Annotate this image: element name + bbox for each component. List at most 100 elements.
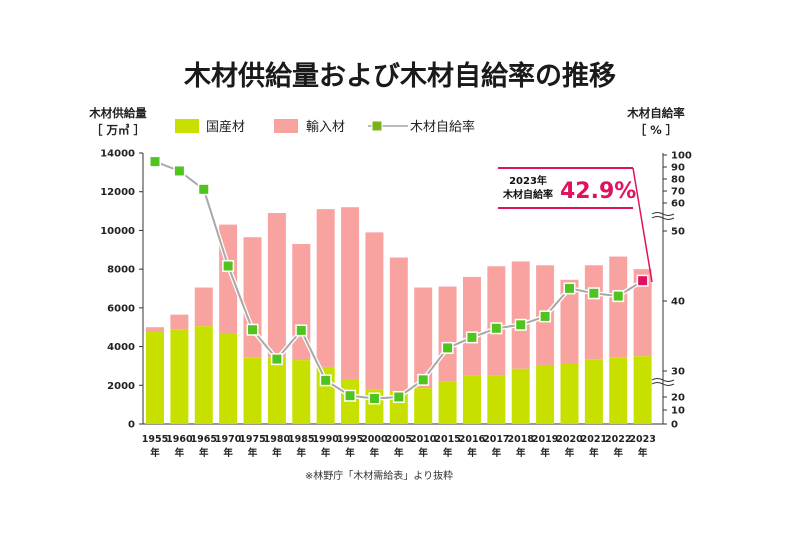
source-note: ※林野庁「木材需給表」より抜粋 <box>305 469 453 482</box>
rate-point-2020 <box>564 283 574 293</box>
bar-imported-1960 <box>170 314 189 330</box>
right-axis-unit: ［ % ］ <box>635 123 678 137</box>
left-tick-label: 10000 <box>100 226 135 237</box>
rate-point-1955 <box>150 157 160 167</box>
x-tick-year: 2015 <box>434 434 460 445</box>
bar-domestic-1980 <box>267 357 286 424</box>
rate-point-1985 <box>296 325 306 335</box>
callout-value: 42.9% <box>560 179 636 204</box>
legend: 国産材 輸入材 木材自給率 <box>175 119 475 135</box>
callout-year: 2023年 <box>509 174 547 187</box>
left-axis-unit: ［ 万㎥ ］ <box>91 123 145 137</box>
left-axis-ticks: 0 2000 4000 6000 8000 10000 12000 14000 <box>100 149 143 431</box>
bar-imported-2005 <box>389 257 408 392</box>
x-tick-year: 1995 <box>337 434 363 445</box>
x-tick-year: 2000 <box>361 434 388 445</box>
right-tick-label: 40 <box>671 297 685 308</box>
rate-point-2023 <box>638 276 648 286</box>
right-tick-label: 30 <box>671 367 685 378</box>
x-tick-suffix: 年 <box>370 447 380 459</box>
bars <box>146 207 652 424</box>
right-tick-label: 100 <box>671 151 692 162</box>
x-tick-year: 2020 <box>556 434 583 445</box>
x-tick-year: 2017 <box>483 434 509 445</box>
bar-imported-2010 <box>414 287 433 389</box>
rate-point-1990 <box>321 375 331 385</box>
x-tick-suffix: 年 <box>297 447 307 459</box>
rate-point-2022 <box>613 291 623 301</box>
left-tick-label: 0 <box>128 420 135 431</box>
bar-imported-1995 <box>341 207 360 380</box>
x-tick-suffix: 年 <box>223 447 233 459</box>
right-axis-title: 木材自給率 <box>626 106 685 120</box>
x-tick-suffix: 年 <box>516 447 526 459</box>
x-tick-year: 1980 <box>264 434 291 445</box>
x-tick-suffix: 年 <box>150 447 160 459</box>
bar-domestic-1965 <box>194 326 213 424</box>
rate-point-1980 <box>272 354 282 364</box>
rate-point-1960 <box>174 166 184 176</box>
x-tick-year: 1965 <box>191 434 217 445</box>
bar-domestic-2021 <box>584 359 603 424</box>
x-tick-year: 1975 <box>239 434 265 445</box>
rate-point-2017 <box>491 323 501 333</box>
right-tick-label: 10 <box>671 406 685 417</box>
x-tick-year: 2021 <box>581 434 607 445</box>
x-tick-suffix: 年 <box>589 447 599 459</box>
bar-domestic-2022 <box>609 357 628 424</box>
self-sufficiency-line <box>149 155 649 405</box>
chart-title: 木材供給量および木材自給率の推移 <box>183 60 616 92</box>
legend-label-rate: 木材自給率 <box>410 119 475 135</box>
x-tick-suffix: 年 <box>175 447 185 459</box>
bar-domestic-1995 <box>341 379 360 424</box>
x-axis-ticks: 1955 年 1960 年 1965 年 1970 年 1975 年 1980 年 1985 年 1990 年… <box>142 434 656 459</box>
bar-domestic-2010 <box>414 388 433 424</box>
bar-imported-2020 <box>560 279 579 364</box>
bar-domestic-2016 <box>462 375 481 424</box>
left-tick-label: 8000 <box>107 265 135 276</box>
bar-imported-1980 <box>267 213 286 358</box>
axis-break-marks <box>651 212 675 386</box>
rate-point-2018 <box>516 320 526 330</box>
right-tick-label: 50 <box>671 227 685 238</box>
x-tick-year: 2022 <box>605 434 631 445</box>
rate-point-2016 <box>467 332 477 342</box>
left-tick-label: 14000 <box>100 149 135 160</box>
bar-imported-2016 <box>462 276 481 376</box>
bar-domestic-2018 <box>511 368 530 424</box>
x-tick-year: 1985 <box>288 434 314 445</box>
bar-imported-2021 <box>584 265 603 360</box>
x-tick-year: 1990 <box>312 434 339 445</box>
rate-point-2000 <box>369 393 379 403</box>
callout-pointer <box>632 167 653 283</box>
x-tick-year: 2016 <box>459 434 486 445</box>
right-tick-label: 20 <box>671 393 685 404</box>
bar-domestic-2020 <box>560 363 579 424</box>
rate-point-2010 <box>418 375 428 385</box>
bar-domestic-1970 <box>219 333 238 424</box>
bar-imported-1955 <box>146 327 164 333</box>
bar-domestic-1960 <box>170 329 189 424</box>
x-tick-suffix: 年 <box>443 447 453 459</box>
rate-point-1965 <box>199 184 209 194</box>
rate-point-2021 <box>589 288 599 298</box>
x-tick-suffix: 年 <box>272 447 282 459</box>
x-tick-suffix: 年 <box>638 447 648 459</box>
legend-label-imported: 輸入材 <box>306 120 345 135</box>
x-tick-year: 1960 <box>166 434 193 445</box>
left-axis-title: 木材供給量 <box>88 106 147 120</box>
rate-point-2015 <box>443 343 453 353</box>
bar-imported-1965 <box>194 287 213 327</box>
bar-imported-2000 <box>365 232 384 390</box>
x-tick-suffix: 年 <box>540 447 550 459</box>
bar-domestic-1955 <box>146 332 164 424</box>
rate-point-1975 <box>248 325 258 335</box>
bar-domestic-2015 <box>438 381 457 424</box>
callout-2023: 2023年 木材自給率 42.9% <box>498 167 653 283</box>
x-tick-year: 2023 <box>629 434 655 445</box>
legend-label-domestic: 国産材 <box>206 119 245 135</box>
x-tick-suffix: 年 <box>345 447 355 459</box>
right-tick-label: 70 <box>671 187 685 198</box>
left-tick-label: 6000 <box>107 303 135 314</box>
